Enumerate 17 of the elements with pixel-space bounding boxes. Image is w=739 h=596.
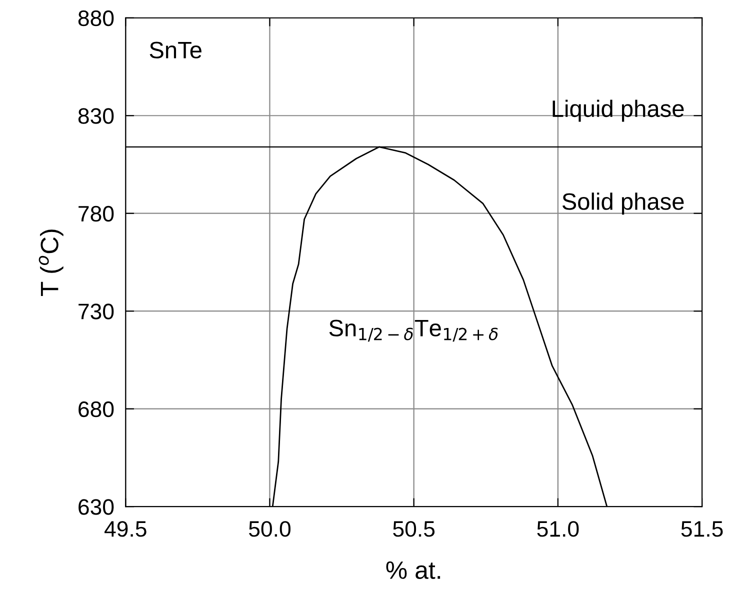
x-tick-label: 50.0 (249, 521, 290, 537)
annotation: Solid phase (562, 192, 684, 215)
y-axis-title: T ($^{o}$C) (38, 230, 64, 296)
x-tick-label: 50.5 (393, 521, 435, 537)
annotation: SnTe (150, 42, 202, 58)
x-tick-label: 51.0 (537, 521, 579, 537)
annotation: Sn$_{1/2−δ}$Te$_{1/2+δ}$ (329, 320, 498, 342)
y-tick-label: 880 (78, 10, 114, 26)
y-tick-label: 730 (78, 304, 114, 320)
x-tick-label: 51.5 (681, 521, 723, 537)
x-axis-title: % at. (386, 561, 440, 580)
annotation: Liquid phase (552, 100, 684, 122)
y-tick-label: 630 (78, 499, 114, 515)
y-tick-label: 830 (78, 108, 114, 124)
y-tick-label: 780 (78, 206, 114, 222)
y-tick-label: 680 (78, 401, 114, 418)
x-tick-label: 49.5 (104, 521, 146, 537)
